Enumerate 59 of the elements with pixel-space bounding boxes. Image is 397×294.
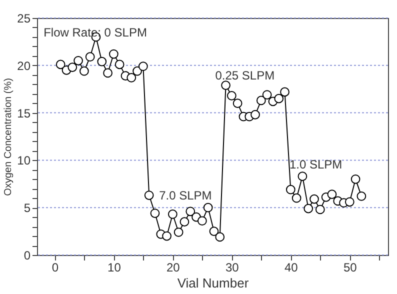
point [150, 208, 160, 218]
point [356, 192, 366, 201]
point [203, 202, 213, 212]
point [109, 49, 118, 59]
x-tick-label: 40 [284, 260, 298, 274]
point [304, 204, 314, 214]
point [315, 204, 325, 214]
x-tick-label: 20 [166, 260, 180, 274]
x-tick-label: 10 [108, 260, 122, 274]
y-axis-title: Oxygen Concentration (%) [3, 78, 14, 196]
annotation: 1.0 SLPM [289, 157, 342, 172]
x-axis-title: Vial Number [177, 276, 250, 290]
y-tick-label: 10 [17, 154, 31, 168]
x-tick-label: 0 [52, 260, 59, 274]
point [138, 62, 148, 72]
point [327, 190, 337, 200]
point [197, 216, 207, 226]
point [286, 184, 296, 194]
point [174, 228, 184, 237]
point [80, 66, 89, 76]
point [262, 90, 272, 100]
point [298, 172, 308, 181]
x-tick-label: 30 [225, 260, 240, 274]
point [292, 193, 302, 203]
y-tick-label: 5 [24, 201, 31, 216]
point [126, 73, 136, 82]
point [250, 110, 260, 120]
point [114, 60, 124, 70]
point [85, 52, 95, 62]
point [232, 98, 242, 108]
point [144, 190, 154, 200]
point [280, 87, 290, 97]
point [162, 231, 172, 241]
point [344, 197, 354, 207]
point [97, 56, 107, 66]
point [56, 60, 66, 70]
point [180, 217, 190, 226]
annotation: 7.0 SLPM [159, 188, 212, 203]
annotation: Flow Rate: 0 SLPM [44, 25, 147, 40]
point [103, 68, 112, 78]
annotation: 0.25 SLPM [215, 68, 275, 83]
point [132, 66, 142, 76]
y-tick-label: 25 [17, 12, 31, 26]
point [274, 94, 284, 104]
point [209, 226, 219, 236]
point [215, 232, 225, 242]
point [74, 56, 83, 66]
x-tick-label: 50 [343, 260, 358, 274]
point [310, 194, 319, 204]
point [350, 174, 360, 184]
y-tick-label: 20 [17, 58, 31, 73]
point [168, 210, 178, 219]
y-tick-label: 0 [24, 248, 31, 262]
point [226, 91, 236, 100]
point [186, 206, 196, 216]
point [68, 62, 78, 72]
y-tick-label: 15 [17, 106, 31, 120]
point [256, 96, 266, 106]
point [221, 80, 230, 90]
